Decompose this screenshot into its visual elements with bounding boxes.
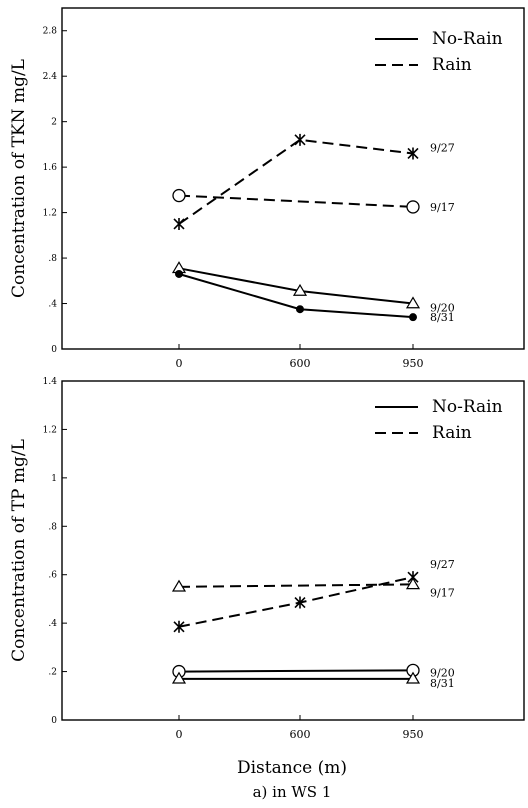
data-point-star [173,217,185,230]
series-8-31: 8/31 [171,671,455,690]
y-tick-label: 1.2 [43,425,57,435]
series-label: 9/27 [430,141,455,154]
series-label: 9/20 [430,302,455,315]
data-point-triangle [405,671,421,684]
series-9-17: 9/17 [172,188,455,214]
tp-chart: 0 .2 .4 .6 .8 1 1.2 1.4 0 600 950 Concentration of … [9,377,525,741]
data-point-dot [175,269,183,278]
y-axis-label: Concentration of TP mg/L [9,439,29,662]
series-label: 9/17 [430,201,455,214]
y-tick-label: .4 [48,300,57,310]
y-axis-label: Concentration of TKN mg/L [9,59,29,298]
y-tick-label: .8 [48,522,57,532]
x-tick-label: 600 [290,357,311,370]
series-label: 9/20 [430,666,455,679]
series-9-20: 9/20 [172,663,455,679]
series-9-27: 9/27 [173,133,455,230]
data-point-triangle [405,577,421,590]
data-point-triangle [405,296,421,309]
series-8-31: 8/31 [175,269,455,324]
data-point-triangle [292,283,308,296]
series-9-20: 9/20 [171,261,455,315]
series-label: 8/31 [430,311,455,324]
y-tick-label: .8 [48,254,57,264]
legend-label: Rain [432,423,472,443]
series-label: 9/17 [430,586,455,599]
x-tick-label: 950 [403,728,424,741]
data-point-triangle [171,671,187,684]
y-tick-label: 1 [51,474,57,484]
tkn-chart: 0 .4 .8 1.2 1.6 2 2.4 2.8 0 600 950 Concentration o… [9,7,525,370]
series-line [178,267,414,305]
legend-label: Rain [432,55,472,75]
plot-frame [61,7,525,350]
y-tick-label: 2 [51,118,57,128]
legend-label: No-Rain [432,29,503,49]
y-tick-label: 0 [51,345,57,355]
data-point-star [294,133,306,146]
series-line [178,138,414,225]
series-label: 9/27 [430,558,455,571]
series-line [178,583,414,588]
data-point-dot [409,313,417,322]
figure-caption: a) in WS 1 [253,783,332,801]
x-tick-label: 950 [403,357,424,370]
series-line [178,576,414,628]
y-tick-label: 1.2 [43,209,57,219]
x-tick-label: 600 [290,728,311,741]
data-point-circle [172,188,186,203]
data-point-star [173,620,185,633]
data-point-star [407,147,419,160]
series-label: 8/31 [430,677,455,690]
x-tick-label: 0 [176,357,183,370]
x-tick-label: 0 [176,728,183,741]
y-tick-label: 0 [51,716,57,726]
series-9-27: 9/27 [173,558,455,633]
data-point-dot [296,305,304,314]
y-tick-label: 2.4 [43,72,58,82]
y-tick-label: .4 [48,619,57,629]
x-axis-label: Distance (m) [237,758,347,778]
data-point-circle [406,200,420,214]
series-9-17: 9/17 [171,577,455,599]
y-tick-label: 1.4 [43,377,58,387]
y-tick-label: 2.8 [43,27,58,37]
series-line [178,669,414,673]
legend-label: No-Rain [432,397,503,417]
y-tick-label: 1.6 [43,163,58,173]
plot-frame [61,380,525,721]
series-line [178,194,414,208]
data-point-star [294,596,306,609]
data-point-triangle [171,579,187,592]
y-tick-label: .6 [48,571,57,581]
y-tick-label: .2 [48,668,57,678]
